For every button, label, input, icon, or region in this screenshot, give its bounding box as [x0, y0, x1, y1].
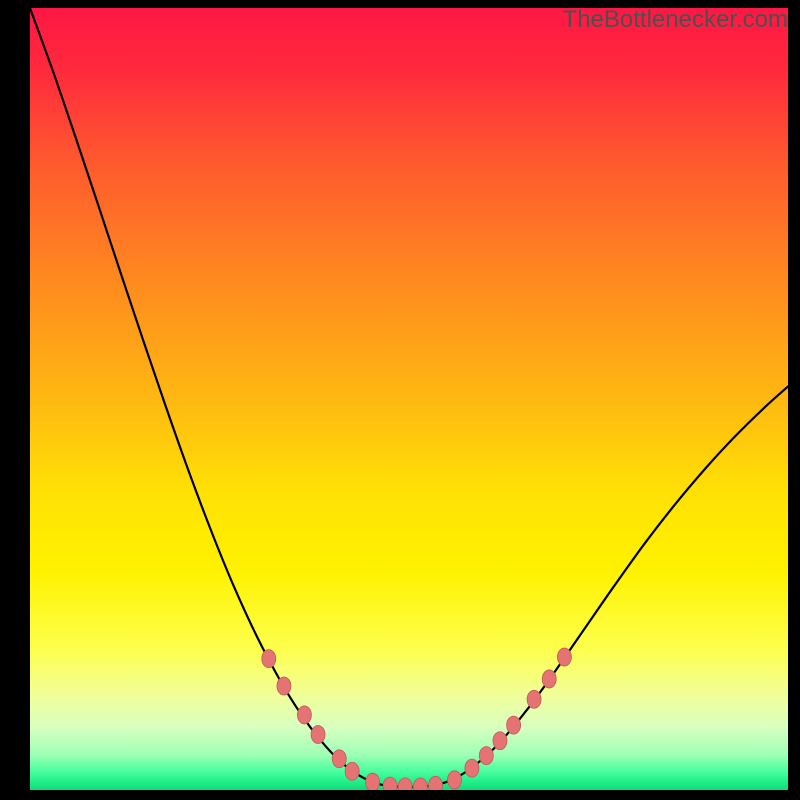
curve-marker [557, 648, 571, 666]
curve-marker [332, 750, 346, 768]
curve-marker [527, 690, 541, 708]
curve-marker [507, 716, 521, 734]
curve-marker [493, 732, 507, 750]
curve-marker [311, 725, 325, 743]
curve-marker [465, 759, 479, 777]
curve-marker [345, 762, 359, 780]
watermark-text: TheBottlenecker.com [563, 6, 788, 34]
curve-marker [366, 773, 380, 790]
plot-area [30, 8, 788, 790]
curve-marker [262, 650, 276, 668]
curve-marker [277, 677, 291, 695]
curve-marker [429, 776, 443, 790]
curve-marker [447, 771, 461, 789]
curve-marker [542, 670, 556, 688]
curve-marker [297, 706, 311, 724]
chart-svg [30, 8, 788, 790]
curve-marker [479, 747, 493, 765]
chart-container: TheBottlenecker.com [0, 0, 800, 800]
gradient-background [30, 8, 788, 790]
